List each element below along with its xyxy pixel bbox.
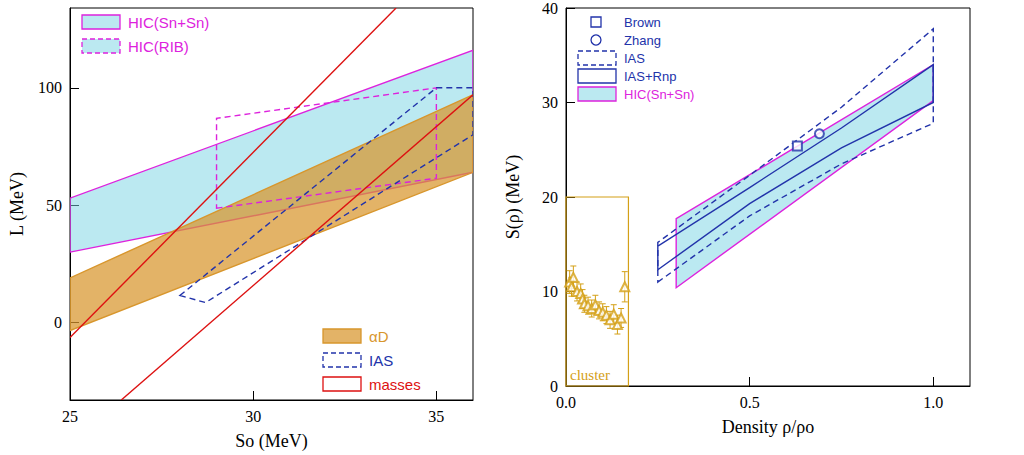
svg-text:0: 0	[550, 378, 558, 395]
svg-text:Brown: Brown	[624, 15, 661, 30]
svg-text:100: 100	[38, 79, 62, 96]
svg-text:20: 20	[542, 189, 558, 206]
svg-text:10: 10	[542, 283, 558, 300]
svg-text:25: 25	[62, 408, 78, 425]
svg-text:αD: αD	[369, 328, 389, 345]
svg-text:HIC(Sn+Sn): HIC(Sn+Sn)	[624, 87, 694, 102]
svg-text:30: 30	[542, 94, 558, 111]
svg-text:masses: masses	[369, 376, 421, 393]
svg-text:cluster: cluster	[570, 367, 610, 383]
svg-text:Zhang: Zhang	[624, 33, 661, 48]
svg-text:30: 30	[245, 408, 261, 425]
svg-text:50: 50	[46, 197, 62, 214]
svg-text:0.5: 0.5	[740, 394, 760, 411]
svg-text:L (MeV): L (MeV)	[7, 172, 28, 236]
svg-text:0: 0	[54, 314, 62, 331]
svg-text:HIC(RIB): HIC(RIB)	[128, 38, 189, 55]
svg-text:So (MeV): So (MeV)	[235, 431, 308, 452]
svg-text:Density ρ/ρo: Density ρ/ρo	[722, 417, 814, 437]
svg-text:S(ρ) (MeV): S(ρ) (MeV)	[503, 155, 524, 239]
svg-text:1.0: 1.0	[923, 394, 943, 411]
svg-text:HIC(Sn+Sn): HIC(Sn+Sn)	[128, 14, 209, 31]
svg-text:35: 35	[428, 408, 444, 425]
svg-text:IAS: IAS	[369, 352, 393, 369]
svg-text:IAS+Rnp: IAS+Rnp	[624, 69, 676, 84]
svg-text:0.0: 0.0	[556, 394, 576, 411]
svg-text:IAS: IAS	[624, 51, 645, 66]
svg-text:40: 40	[542, 0, 558, 17]
